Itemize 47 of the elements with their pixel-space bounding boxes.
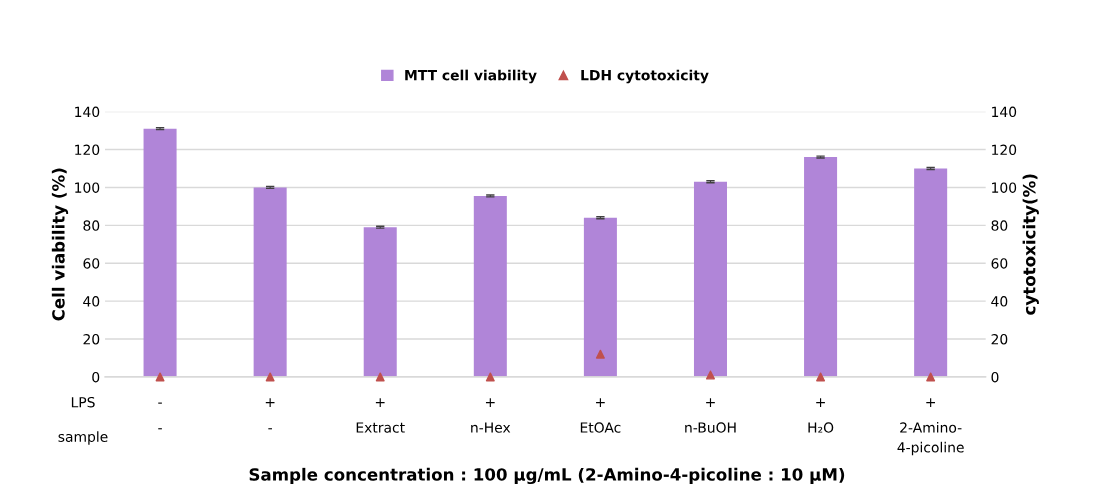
y-tick-label: 60: [83, 258, 100, 269]
category-label: + n-BuOH: [685, 398, 736, 433]
category-label: + H₂O: [808, 398, 834, 433]
bar: [473, 195, 507, 377]
y-axis-title: Cell viability (%): [51, 168, 69, 321]
text: LPS: [71, 396, 95, 408]
text: Sample concentration : 100 μg/mL (2-Amino-4-picoline : 10 μM): [249, 467, 845, 485]
bar: [914, 168, 948, 377]
y-tick-label: 120: [75, 144, 100, 156]
bar: [804, 157, 838, 377]
y2-tick-label: 40: [991, 296, 1008, 307]
point: [485, 372, 495, 382]
y-tick-label: 40: [83, 296, 100, 307]
point: [705, 370, 715, 380]
point: [375, 372, 385, 382]
category-label: + Extract: [356, 398, 405, 433]
text: sample: [58, 431, 108, 445]
y-tick-label: 20: [83, 333, 100, 345]
y-tick-label: 0: [92, 371, 100, 383]
y2-axis-title: cytotoxicity(%): [1022, 174, 1039, 315]
point: [265, 372, 275, 382]
bar: [143, 128, 177, 377]
point: [816, 372, 826, 382]
bar: [363, 227, 397, 377]
y-tick-label: 80: [83, 220, 100, 231]
y2-tick-label: 0: [991, 371, 999, 383]
y2-tick-label: 100: [992, 182, 1017, 193]
y2-tick-label: 140: [992, 106, 1017, 118]
category-label: - -: [158, 402, 162, 430]
bar: [693, 181, 727, 377]
point: [155, 372, 165, 382]
point: [595, 349, 605, 359]
y2-tick-label: 60: [991, 258, 1008, 269]
bar: [253, 187, 287, 377]
y-tick-label: 140: [75, 106, 100, 118]
point: [926, 372, 936, 382]
y2-tick-label: 20: [991, 333, 1008, 345]
y2-tick-label: 120: [992, 144, 1017, 156]
category-label: + 2-Amino- 4-picoline: [897, 398, 964, 456]
y2-tick-label: 80: [991, 220, 1008, 231]
bar: [583, 217, 617, 377]
category-label: + EtOAc: [580, 398, 621, 433]
y-tick-label: 100: [75, 182, 100, 193]
legend-label: MTT cell viability: [405, 69, 537, 84]
category-label: + -: [265, 398, 275, 430]
legend-label: LDH cytotoxicity: [581, 69, 709, 84]
category-label: + n-Hex: [471, 398, 511, 433]
